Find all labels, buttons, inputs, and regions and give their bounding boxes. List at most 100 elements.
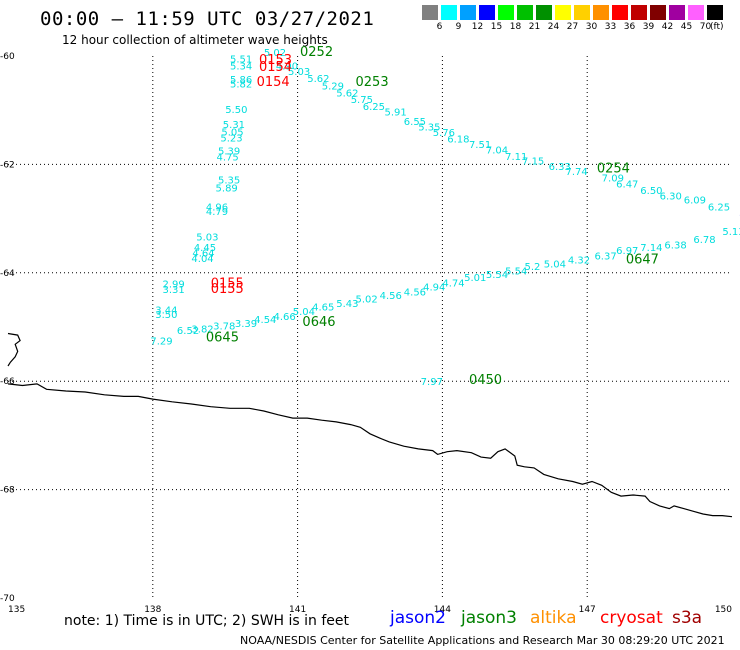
swh-label: 6.25 xyxy=(708,202,730,213)
swh-label: 3.31 xyxy=(162,285,184,296)
swh-label: 4.56 xyxy=(404,288,426,299)
swh-label: 5.03 xyxy=(288,67,310,78)
swh-label: 5.23 xyxy=(220,134,242,145)
swh-label: 4.79 xyxy=(206,207,228,218)
lat-tick-label: -70 xyxy=(0,594,15,604)
swh-label: 5.62 xyxy=(307,74,329,85)
legend-label: 36 xyxy=(623,22,636,32)
swh-label: 5.76 xyxy=(433,128,455,139)
legend-label: 33 xyxy=(604,22,617,32)
swh-label: 6.52 xyxy=(177,326,199,337)
credit-line: NOAA/NESDIS Center for Satellite Applica… xyxy=(240,634,725,647)
swh-label: 7.15 xyxy=(522,156,544,167)
lon-tick-label: 138 xyxy=(144,605,161,615)
swh-label: 6.97 xyxy=(616,246,638,257)
legend-swatch xyxy=(707,5,724,20)
swh-label: 5.51 xyxy=(230,55,252,66)
swh-label: 4.65 xyxy=(312,303,334,314)
swh-label: 6.47 xyxy=(616,180,638,191)
swh-label: 5.03 xyxy=(196,232,218,243)
legend-swatch xyxy=(441,5,458,20)
lon-tick-label: 141 xyxy=(289,605,306,615)
time-label: 0254 xyxy=(597,162,630,177)
swh-label: 6.30 xyxy=(660,192,682,203)
swh-label: 3.44 xyxy=(155,305,177,316)
swh-label: 5.01 xyxy=(464,273,486,284)
legend-swatch xyxy=(460,5,477,20)
legend-swatch xyxy=(479,5,496,20)
swh-label: 4.74 xyxy=(442,278,464,289)
time-label: 0645 xyxy=(206,331,239,346)
legend-label: 9 xyxy=(455,22,462,32)
swh-label: 3.78 xyxy=(213,322,235,333)
legend-swatch xyxy=(593,5,610,20)
swh-label: 4.32 xyxy=(568,256,590,267)
footnote: note: 1) Time is in UTC; 2) SWH is in fe… xyxy=(64,613,350,629)
satellite-name: jason3 xyxy=(461,608,517,628)
legend-label: 18 xyxy=(509,22,522,32)
legend-label: 70 xyxy=(699,22,712,32)
swh-label: 5.43 xyxy=(336,299,358,310)
swh-label: 5.13 xyxy=(722,227,740,238)
time-label: 0647 xyxy=(626,253,659,268)
time-label: 0154 xyxy=(257,75,290,90)
lat-tick-label: -66 xyxy=(0,377,15,387)
axis-tick-labels: 135 138 141 144 147 150 -60 -62 -64 -66 -68 -70 xyxy=(0,52,732,615)
swh-label: 5.50 xyxy=(225,105,247,116)
swh-label: 6.25 xyxy=(363,102,385,113)
legend-swatch xyxy=(517,5,534,20)
swh-label: 7.29 xyxy=(150,336,172,347)
swh-label: 5.91 xyxy=(384,108,406,119)
lon-tick-label: 135 xyxy=(8,605,25,615)
legend-swatch xyxy=(669,5,686,20)
lat-tick-label: -62 xyxy=(0,160,15,170)
swh-label: 4.94 xyxy=(423,283,445,294)
altimeter-labels: 5.025.515.34 4.905.035.865.82 5.625.295.62… xyxy=(150,45,740,388)
swh-label: 5.86 xyxy=(230,75,252,86)
swh-label: 5.02 xyxy=(356,295,378,306)
legend-swatch xyxy=(498,5,515,20)
legend-swatch xyxy=(422,5,439,20)
legend-label: 39 xyxy=(642,22,655,32)
swh-label: 6.78 xyxy=(693,235,715,246)
legend-swatch xyxy=(650,5,667,20)
swh-label: 5.35 xyxy=(418,122,440,133)
swh-label: 5.54 xyxy=(486,270,508,281)
swh-label: 5.05 xyxy=(221,128,243,139)
swh-label: 6.18 xyxy=(447,135,469,146)
legend-swatch xyxy=(574,5,591,20)
swh-label: 4.56 xyxy=(380,291,402,302)
swh-label: 5.54 xyxy=(505,266,527,277)
swh-label: 3.82 xyxy=(191,324,213,335)
legend-label: 42 xyxy=(661,22,674,32)
swh-label: 6.33 xyxy=(549,162,571,173)
swh-label: 7.74 xyxy=(565,167,587,178)
swh-label: 4.66 xyxy=(273,312,295,323)
swh-label: 4.45 xyxy=(194,243,216,254)
swh-label: 5.82 xyxy=(230,79,252,90)
map-title: 00:00 – 11:59 UTC 03/27/2021 xyxy=(40,8,375,30)
time-label: 0155 xyxy=(211,282,244,297)
legend-label: 15 xyxy=(490,22,503,32)
time-label: 0253 xyxy=(356,75,389,90)
coastline-path xyxy=(7,332,21,367)
swh-label: 7.97 xyxy=(421,377,443,388)
swh-label: 5.04 xyxy=(293,307,315,318)
swh-label: 5.02 xyxy=(264,48,286,59)
legend-swatch xyxy=(555,5,572,20)
legend-swatch xyxy=(536,5,553,20)
legend-swatch xyxy=(631,5,648,20)
swh-label: 4.64 xyxy=(192,249,214,260)
legend-swatch xyxy=(612,5,629,20)
swh-label: 4.54 xyxy=(254,315,276,326)
swh-label: 6.55 xyxy=(404,117,426,128)
time-label: 0153 xyxy=(259,53,292,68)
satellite-name: jason2 xyxy=(390,608,446,628)
swh-label: 5.75 xyxy=(351,95,373,106)
lon-tick-label: 150 xyxy=(715,605,732,615)
legend-label: 45 xyxy=(680,22,693,32)
satellite-name: altika xyxy=(530,608,577,628)
swh-label: 7.11 xyxy=(505,152,527,163)
legend-label: 27 xyxy=(566,22,579,32)
